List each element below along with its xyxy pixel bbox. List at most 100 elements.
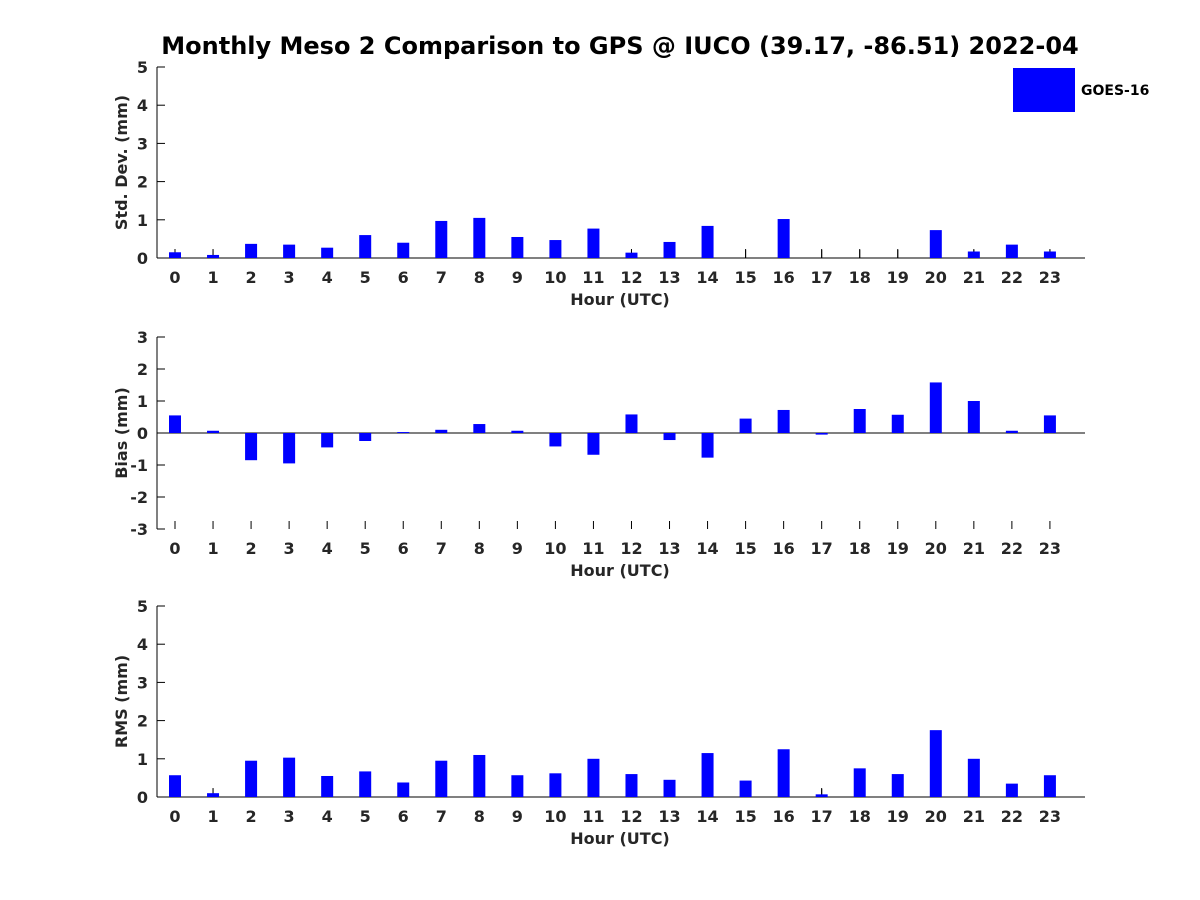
x-tick-label: 23 — [1039, 268, 1061, 287]
y-tick-label: 0 — [137, 424, 148, 443]
bar-hour-6 — [397, 782, 410, 797]
x-tick-label: 16 — [773, 807, 795, 826]
bar-hour-8 — [473, 217, 486, 258]
legend-label-goes-16: GOES-16 — [1081, 83, 1149, 99]
x-tick-label: 3 — [284, 268, 295, 287]
y-axis-label: RMS (mm) — [112, 655, 131, 748]
bar-hour-19 — [891, 774, 904, 797]
x-tick-label: 12 — [620, 539, 642, 558]
bar-hour-13 — [663, 779, 676, 797]
x-tick-label: 12 — [620, 807, 642, 826]
bar-hour-6 — [397, 242, 410, 258]
y-tick-label: 5 — [137, 597, 148, 616]
bar-hour-7 — [435, 429, 448, 433]
x-tick-label: 1 — [207, 807, 218, 826]
bar-hour-7 — [435, 760, 448, 797]
x-axis-label: Hour (UTC) — [570, 290, 670, 309]
y-tick-label: 2 — [137, 173, 148, 192]
y-tick-label: -3 — [130, 520, 148, 539]
y-axis-label: Std. Dev. (mm) — [112, 95, 131, 230]
x-tick-label: 9 — [512, 539, 523, 558]
bar-hour-12 — [625, 252, 638, 258]
bar-hour-11 — [587, 758, 600, 797]
bar-hour-9 — [511, 430, 524, 433]
x-tick-label: 0 — [169, 539, 180, 558]
x-tick-label: 0 — [169, 807, 180, 826]
x-tick-label: 20 — [925, 807, 947, 826]
bar-hour-3 — [283, 244, 296, 258]
x-tick-label: 9 — [512, 807, 523, 826]
y-tick-label: -2 — [130, 488, 148, 507]
bar-hour-5 — [359, 235, 372, 258]
bar-hour-0 — [169, 775, 181, 797]
x-axis-label: Hour (UTC) — [570, 829, 670, 848]
bar-hour-20 — [929, 382, 942, 433]
x-tick-label: 14 — [696, 268, 718, 287]
y-tick-label: 3 — [137, 328, 148, 347]
y-tick-label: 1 — [137, 392, 148, 411]
x-tick-label: 19 — [887, 807, 909, 826]
x-tick-label: 17 — [811, 807, 833, 826]
x-tick-label: 6 — [398, 268, 409, 287]
x-tick-label: 16 — [773, 539, 795, 558]
x-tick-label: 5 — [360, 807, 371, 826]
x-tick-label: 8 — [474, 807, 485, 826]
x-tick-label: 8 — [474, 539, 485, 558]
bar-hour-18 — [853, 409, 866, 433]
bar-hour-10 — [549, 773, 562, 797]
bar-hour-23 — [1043, 415, 1056, 433]
x-tick-label: 15 — [734, 268, 756, 287]
bar-hour-1 — [207, 793, 220, 797]
bar-hour-11 — [587, 228, 600, 258]
bar-hour-10 — [549, 240, 562, 258]
bar-hour-20 — [929, 730, 942, 797]
bar-hour-1 — [207, 430, 220, 433]
legend: GOES-16 — [1013, 68, 1149, 112]
y-tick-label: -1 — [130, 456, 148, 475]
bar-hour-15 — [739, 780, 752, 797]
y-tick-label: 3 — [137, 134, 148, 153]
x-tick-label: 6 — [398, 807, 409, 826]
bar-hour-22 — [1005, 244, 1018, 258]
bar-hour-14 — [701, 753, 714, 797]
x-tick-label: 20 — [925, 539, 947, 558]
x-tick-label: 4 — [322, 539, 333, 558]
x-tick-label: 14 — [696, 807, 718, 826]
x-tick-label: 7 — [436, 268, 447, 287]
bar-hour-14 — [701, 225, 714, 258]
x-tick-label: 0 — [169, 268, 180, 287]
x-tick-label: 15 — [734, 539, 756, 558]
x-tick-label: 19 — [887, 539, 909, 558]
bar-hour-16 — [777, 409, 790, 433]
bar-hour-14 — [701, 433, 714, 458]
x-tick-label: 5 — [360, 539, 371, 558]
bar-hour-4 — [321, 775, 334, 797]
x-tick-label: 11 — [582, 807, 604, 826]
chart-title: Monthly Meso 2 Comparison to GPS @ IUCO … — [161, 32, 1078, 60]
x-tick-label: 8 — [474, 268, 485, 287]
x-tick-label: 10 — [544, 807, 566, 826]
bar-hour-10 — [549, 433, 562, 447]
x-tick-label: 23 — [1039, 807, 1061, 826]
x-tick-label: 15 — [734, 807, 756, 826]
bar-hour-7 — [435, 220, 448, 258]
x-tick-label: 22 — [1001, 807, 1023, 826]
y-tick-label: 4 — [137, 96, 148, 115]
x-axis-label: Hour (UTC) — [570, 561, 670, 580]
x-tick-label: 17 — [811, 268, 833, 287]
x-tick-label: 21 — [963, 539, 985, 558]
bar-hour-17 — [815, 794, 828, 797]
y-tick-label: 0 — [137, 788, 148, 807]
y-tick-label: 1 — [137, 750, 148, 769]
bar-hour-8 — [473, 424, 486, 433]
x-tick-label: 10 — [544, 268, 566, 287]
y-tick-label: 4 — [137, 635, 148, 654]
y-tick-label: 3 — [137, 673, 148, 692]
x-tick-label: 4 — [322, 807, 333, 826]
x-tick-label: 2 — [246, 268, 257, 287]
bar-hour-0 — [169, 252, 181, 258]
bar-hour-1 — [207, 254, 220, 258]
